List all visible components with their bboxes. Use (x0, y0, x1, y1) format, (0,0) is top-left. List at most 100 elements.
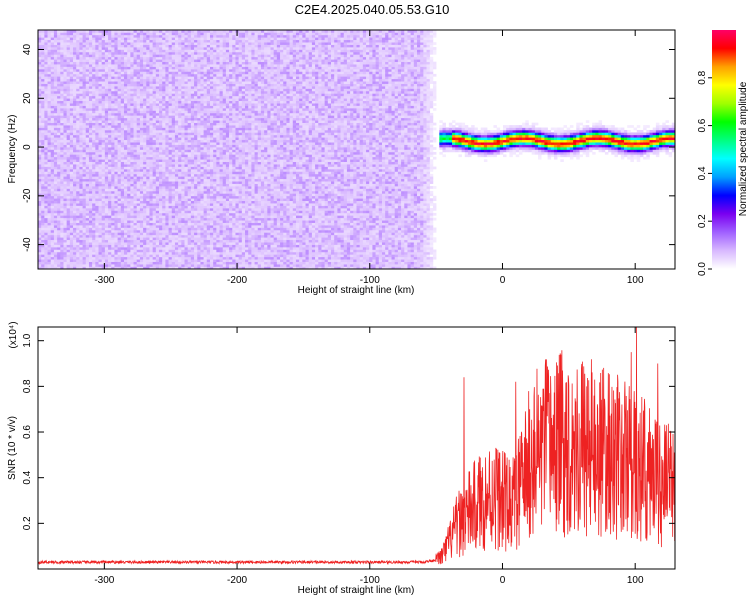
heatmap-cell-4101 (168, 64, 173, 67)
heatmap-cell-27 (38, 200, 42, 204)
heatmap-cell-4363 (178, 142, 182, 145)
heatmap-cell-2382 (114, 193, 118, 197)
heatmap-cell-674 (57, 56, 61, 60)
heatmap-cell-2351 (111, 30, 115, 33)
heatmap-cell-4806 (194, 256, 198, 260)
heatmap-cell-4045 (168, 200, 173, 204)
heatmap-cell-1120 (73, 164, 77, 167)
heatmap-cell-1055 (69, 83, 74, 87)
heatmap-cell-4449 (181, 171, 185, 175)
heatmap-cell-2158 (108, 261, 112, 265)
heatmap-cell-1156 (73, 76, 77, 80)
heatmap-cell-2392 (114, 169, 118, 172)
heatmap-cell-1806 (95, 164, 99, 167)
heatmap-cell-3914 (162, 42, 166, 45)
heatmap-cell-3862 (162, 169, 166, 172)
heatmap-cell-4346 (178, 183, 182, 187)
heatmap-cell-24 (38, 208, 42, 211)
heatmap-cell-4405 (178, 39, 182, 43)
heatmap-cell-969 (66, 54, 71, 58)
heatmap-cell-3759 (159, 181, 163, 184)
heatmap-cell-4327 (178, 229, 182, 233)
heatmap-cell-2592 (120, 159, 125, 162)
heatmap-cell-4834 (194, 188, 198, 192)
heatmap-cell-3615 (152, 54, 157, 58)
heatmap-cell-385 (47, 44, 52, 48)
heatmap-cell-991 (69, 239, 74, 243)
heatmap-cell-383 (47, 49, 52, 53)
heatmap-cell-2492 (117, 164, 122, 167)
heatmap-cell-333 (47, 171, 52, 175)
heatmap-cell-2822 (127, 76, 131, 80)
heatmap-cell-1458 (82, 56, 87, 60)
heatmap-cell-4087 (168, 98, 173, 102)
heatmap-cell-2047 (101, 54, 106, 58)
heatmap-cell-1329 (79, 132, 83, 136)
heatmap-cell-2872 (130, 193, 134, 197)
heatmap-cell-1949 (98, 54, 102, 58)
heatmap-cell-2652 (123, 251, 128, 255)
heatmap-cell-2596 (120, 149, 125, 153)
heatmap-cell-1610 (88, 164, 93, 167)
heatmap-cell-3535 (152, 249, 157, 253)
heatmap-cell-1635 (88, 103, 93, 106)
heatmap-cell-2829 (127, 59, 131, 63)
heatmap-cell-3277 (143, 161, 147, 165)
heatmap-cell-309 (47, 229, 52, 233)
heatmap-cell-1664 (88, 32, 93, 36)
heatmap-cell-684 (57, 32, 61, 36)
heatmap-cell-2381 (114, 195, 118, 199)
heatmap-cell-3733 (159, 244, 163, 248)
heatmap-cell-1331 (79, 127, 83, 131)
heatmap-cell-1709 (92, 161, 96, 165)
heatmap-cell-1387 (82, 229, 87, 233)
heatmap-cell-1682 (92, 227, 96, 231)
heatmap-cell-4221 (174, 249, 179, 253)
heatmap-cell-2220 (108, 110, 112, 114)
heatmap-cell-3281 (143, 151, 147, 155)
heatmap-cell-2421 (114, 98, 118, 102)
heatmap-cell-4535 (184, 200, 188, 204)
heatmap-cell-3551 (152, 210, 157, 214)
heatmap-cell-4818 (194, 227, 198, 231)
heatmap-cell-3282 (143, 149, 147, 153)
heatmap-cell-1894 (98, 188, 102, 192)
heatmap-cell-4982 (197, 66, 201, 70)
heatmap-cell-3795 (159, 93, 163, 97)
heatmap-cell-2535 (117, 59, 122, 63)
heatmap-cell-2410 (114, 125, 118, 128)
heatmap-cell-1716 (92, 144, 96, 148)
heatmap-cell-3923 (165, 259, 169, 262)
heatmap-cell-3089 (136, 142, 141, 145)
heatmap-cell-510 (53, 217, 58, 221)
heatmap-cell-4371 (178, 122, 182, 126)
heatmap-cell-3545 (152, 225, 157, 228)
heatmap-cell-2816 (127, 90, 131, 94)
heatmap-cell-2649 (123, 259, 128, 262)
heatmap-cell-2659 (123, 234, 128, 238)
heatmap-cell-1056 (69, 81, 74, 84)
heatmap-cell-1543 (85, 88, 90, 92)
heatmap-cell-2969 (133, 195, 138, 199)
heatmap-cell-2758 (127, 232, 131, 236)
heatmap-cell-3490 (149, 120, 153, 123)
heatmap-cell-4262 (174, 149, 179, 153)
heatmap-cell-1803 (95, 171, 99, 175)
heatmap-cell-4193 (171, 78, 176, 82)
heatmap-cell-555 (53, 108, 58, 111)
heatmap-cell-3331 (143, 30, 147, 33)
heatmap-cell-4950 (197, 144, 201, 148)
heatmap-cell-3288 (143, 134, 147, 138)
heatmap-cell-3656 (155, 193, 160, 197)
heatmap-cell-4289 (174, 83, 179, 87)
heatmap-cell-2064 (104, 251, 109, 255)
heatmap-cell-3307 (143, 88, 147, 92)
heatmap-cell-128 (41, 193, 45, 197)
heatmap-cell-2134 (104, 81, 109, 84)
heatmap-cell-2412 (114, 120, 118, 123)
heatmap-cell-3449 (149, 220, 153, 223)
heatmap-cell-2108 (104, 144, 109, 148)
heatmap-cell-4041 (168, 210, 173, 214)
heatmap-cell-2059 (104, 264, 109, 267)
heatmap-cell-3869 (162, 151, 166, 155)
